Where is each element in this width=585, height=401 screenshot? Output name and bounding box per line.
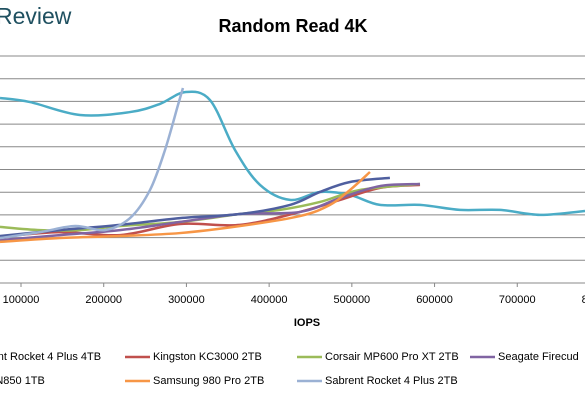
x-tick-label: 700000 xyxy=(499,294,536,306)
x-tick-label: 100000 xyxy=(3,294,40,306)
legend-label: Kingston KC3000 2TB xyxy=(153,351,262,363)
x-axis-label: IOPS xyxy=(294,317,320,329)
legend-label: Seagate Firecud xyxy=(498,351,579,363)
x-tick-label: 600000 xyxy=(416,294,453,306)
x-tick-label: 200000 xyxy=(85,294,122,306)
legend-label: rent Rocket 4 Plus 4TB xyxy=(0,351,101,363)
watermark: Review xyxy=(0,3,72,29)
legend-label: SN850 1TB xyxy=(0,375,45,387)
chart-title: Random Read 4K xyxy=(218,16,367,36)
legend-label: Sabrent Rocket 4 Plus 2TB xyxy=(325,375,458,387)
legend-label: Samsung 980 Pro 2TB xyxy=(153,375,264,387)
x-tick-label: 800000 xyxy=(582,294,585,306)
series-line xyxy=(0,176,391,238)
legend-label: Corsair MP600 Pro XT 2TB xyxy=(325,351,459,363)
x-tick-label: 500000 xyxy=(333,294,370,306)
series-line xyxy=(0,90,585,217)
series-line xyxy=(0,87,185,240)
x-tick-label: 300000 xyxy=(168,294,205,306)
x-tick-label: 400000 xyxy=(251,294,288,306)
series-line xyxy=(0,171,371,244)
